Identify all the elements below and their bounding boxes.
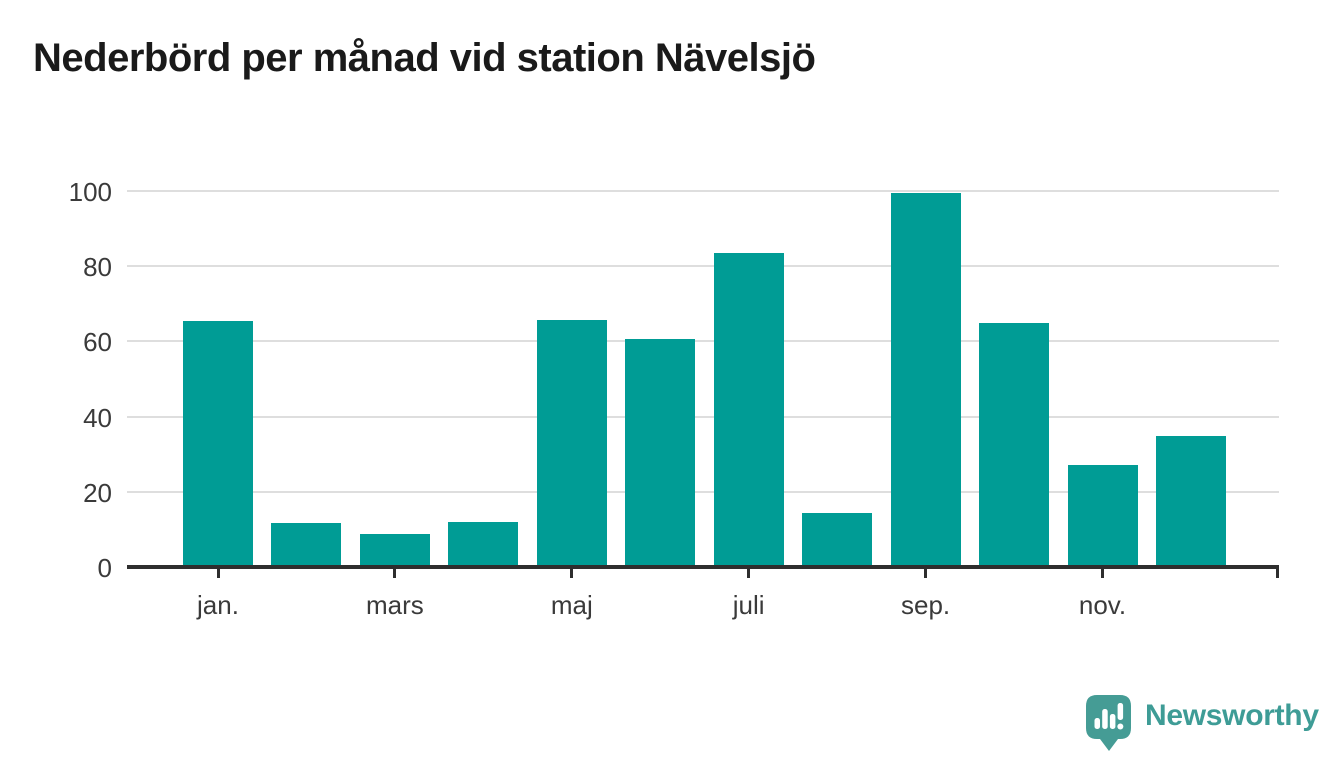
y-axis-tick-label: 20 (83, 477, 112, 508)
x-axis-tick-mark (393, 569, 397, 578)
y-axis-tick-label: 60 (83, 327, 112, 358)
bar-mars (359, 533, 430, 567)
gridline-100 (127, 190, 1279, 192)
y-axis-tick-label: 100 (68, 177, 112, 207)
chart-title: Nederbörd per månad vid station Nävelsjö (33, 36, 816, 80)
x-axis-tick-mark (1101, 569, 1104, 578)
bar-dec. (1155, 435, 1226, 567)
x-axis-tick-mark (747, 569, 751, 578)
x-axis-line (127, 565, 1279, 569)
x-axis-tick-label: mars (366, 590, 424, 620)
x-axis-tick-label: maj (550, 590, 593, 620)
newsworthy-logo-text: Newsworthy (1145, 699, 1319, 732)
x-axis-tick-mark (570, 569, 574, 578)
bar-maj (536, 320, 607, 567)
bar-juli (713, 253, 784, 567)
y-axis-tick-label: 0 (97, 553, 112, 583)
bar-jan. (183, 321, 253, 567)
gridline-20 (127, 490, 1279, 493)
bar-nov. (1067, 464, 1138, 567)
newsworthy-logo: Newsworthy (1085, 694, 1319, 752)
bar-okt. (979, 322, 1050, 567)
bar-juni (625, 339, 696, 567)
x-axis-tick-mark (216, 569, 220, 578)
gridline-60 (127, 340, 1279, 343)
x-axis-tick-label: jan. (197, 590, 239, 620)
bar-aug. (802, 513, 873, 567)
x-axis-tick-label: sep. (901, 590, 951, 620)
bar-sep. (890, 192, 961, 567)
x-axis-end-cap (1276, 565, 1279, 578)
x-axis-tick-label: juli (732, 590, 765, 620)
bar-chart-speech-bubble-icon (1086, 695, 1131, 751)
x-axis-tick-label: nov. (1078, 590, 1127, 620)
x-axis-tick-mark (924, 569, 928, 578)
y-axis-tick-label: 40 (83, 402, 112, 433)
gridline-80 (127, 265, 1279, 268)
bar-feb. (271, 522, 342, 567)
plot-area (127, 190, 1279, 578)
y-axis-tick-label: 80 (83, 252, 112, 283)
bar-apr. (448, 521, 519, 567)
gridline-40 (127, 415, 1279, 418)
